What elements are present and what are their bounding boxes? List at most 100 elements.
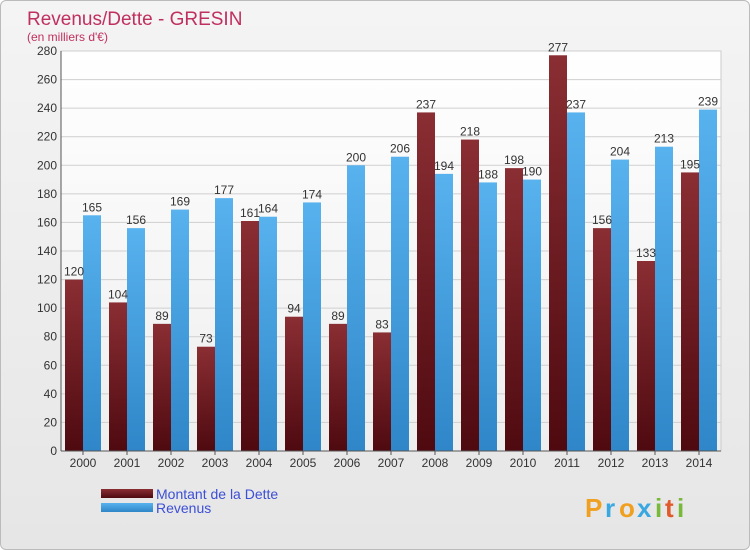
- revenue-bar: [127, 228, 145, 451]
- y-tick-label: 140: [37, 244, 57, 258]
- chart-title: Revenus/Dette - GRESIN: [27, 9, 242, 30]
- debt-bar: [593, 228, 611, 451]
- y-tick-label: 160: [37, 215, 57, 229]
- data-label: 94: [287, 302, 301, 316]
- x-tick-label: 2001: [114, 456, 141, 470]
- x-tick-label: 2011: [554, 456, 580, 470]
- revenue-bar: [479, 182, 497, 451]
- x-tick-label: 2009: [466, 456, 493, 470]
- logo-letter: x: [637, 493, 652, 523]
- data-label: 204: [610, 145, 630, 159]
- data-label: 206: [390, 142, 410, 156]
- x-tick-label: 2013: [642, 456, 669, 470]
- debt-bar: [329, 323, 347, 451]
- data-label: 237: [566, 97, 586, 111]
- y-tick-label: 180: [37, 187, 57, 201]
- debt-bar: [505, 168, 523, 451]
- legend-swatch-revenue: [101, 503, 153, 512]
- y-tick-label: 220: [37, 130, 57, 144]
- revenue-bar: [215, 198, 233, 451]
- data-label: 218: [460, 125, 480, 139]
- data-label: 89: [155, 309, 169, 323]
- logo-letter: i: [655, 493, 662, 523]
- logo-letter: P: [585, 493, 602, 523]
- debt-bar: [109, 302, 127, 451]
- data-label: 277: [548, 40, 568, 54]
- revenue-bar: [259, 216, 277, 451]
- bars-group: [65, 55, 717, 452]
- axes: 0 20 40 60 80 100 120 140 160 180 200 220 240 260 280 2…: [37, 44, 721, 470]
- logo-letter: o: [619, 493, 635, 523]
- data-label: 190: [522, 165, 542, 179]
- data-label: 200: [346, 150, 366, 164]
- x-tick-label: 2006: [334, 456, 361, 470]
- data-label: 83: [375, 317, 389, 331]
- data-label: 161: [240, 206, 260, 220]
- data-label: 174: [302, 187, 322, 201]
- data-label: 104: [108, 287, 128, 301]
- y-tick-label: 20: [44, 415, 58, 429]
- y-tick-label: 120: [37, 273, 57, 287]
- debt-bar: [153, 323, 171, 451]
- x-tick-label: 2004: [246, 456, 273, 470]
- data-label: 177: [214, 183, 234, 197]
- data-label: 198: [504, 153, 524, 167]
- legend-label-revenue: Revenus: [156, 500, 211, 516]
- revenue-bar: [567, 112, 585, 451]
- y-tick-label: 80: [44, 330, 58, 344]
- revenue-bar: [655, 146, 673, 451]
- data-label: 133: [636, 246, 656, 260]
- revenue-bar: [391, 156, 409, 451]
- x-tick-label: 2012: [598, 456, 625, 470]
- x-tick-label: 2014: [686, 456, 713, 470]
- debt-bar: [681, 172, 699, 451]
- revenue-bar: [699, 109, 717, 452]
- debt-bar: [197, 346, 215, 451]
- data-label: 89: [331, 309, 345, 323]
- data-label: 165: [82, 200, 102, 214]
- data-label: 120: [64, 265, 84, 279]
- y-tick-label: 260: [37, 73, 57, 87]
- debt-bar: [549, 55, 567, 452]
- logo-letter: i: [677, 493, 684, 523]
- revenue-bar: [523, 179, 541, 452]
- data-label: 73: [199, 332, 213, 346]
- legend-label-debt: Montant de la Dette: [156, 486, 278, 502]
- debt-bar: [241, 221, 259, 451]
- revenue-bar: [83, 215, 101, 451]
- x-tick-label: 2002: [158, 456, 185, 470]
- data-label: 195: [680, 157, 700, 171]
- x-tick-label: 2003: [202, 456, 229, 470]
- chart-subtitle: (en milliers d'€): [27, 30, 108, 44]
- data-label: 169: [170, 195, 190, 209]
- debt-bar: [637, 261, 655, 451]
- x-tick-label: 2010: [510, 456, 537, 470]
- x-tick-label: 2007: [378, 456, 405, 470]
- data-label: 188: [478, 167, 498, 181]
- y-tick-label: 240: [37, 101, 57, 115]
- x-tick-label: 2008: [422, 456, 449, 470]
- logo-letter: r: [605, 493, 615, 523]
- revenue-bar: [347, 165, 365, 452]
- y-tick-label: 200: [37, 158, 57, 172]
- data-label: 237: [416, 97, 436, 111]
- y-tick-label: 100: [37, 301, 57, 315]
- data-label: 194: [434, 159, 454, 173]
- x-tick-label: 2000: [70, 456, 97, 470]
- data-label: 239: [698, 95, 718, 109]
- data-label: 156: [126, 213, 146, 227]
- revenue-bar: [611, 159, 629, 452]
- y-tick-label: 40: [44, 387, 58, 401]
- debt-bar: [65, 279, 83, 451]
- y-tick-label: 280: [37, 44, 57, 58]
- data-label: 156: [592, 213, 612, 227]
- data-label: 213: [654, 132, 674, 146]
- revenue-bar: [435, 173, 453, 451]
- debt-bar: [285, 316, 303, 451]
- y-tick-label: 60: [44, 358, 58, 372]
- data-label: 164: [258, 202, 278, 216]
- debt-bar: [417, 112, 435, 451]
